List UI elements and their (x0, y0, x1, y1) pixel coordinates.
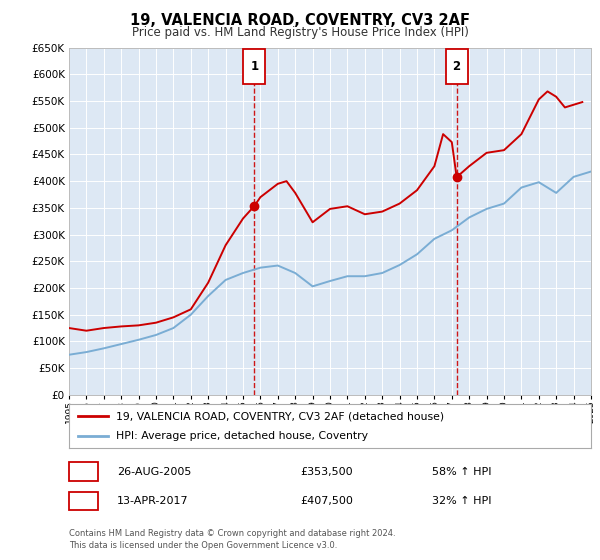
Text: 32% ↑ HPI: 32% ↑ HPI (432, 496, 491, 506)
Text: £407,500: £407,500 (300, 496, 353, 506)
Text: 19, VALENCIA ROAD, COVENTRY, CV3 2AF (detached house): 19, VALENCIA ROAD, COVENTRY, CV3 2AF (de… (116, 411, 444, 421)
Text: 1: 1 (250, 60, 259, 73)
Text: 19, VALENCIA ROAD, COVENTRY, CV3 2AF: 19, VALENCIA ROAD, COVENTRY, CV3 2AF (130, 13, 470, 29)
Text: 26-AUG-2005: 26-AUG-2005 (117, 466, 191, 477)
FancyBboxPatch shape (446, 49, 467, 84)
Text: Price paid vs. HM Land Registry's House Price Index (HPI): Price paid vs. HM Land Registry's House … (131, 26, 469, 39)
Text: Contains HM Land Registry data © Crown copyright and database right 2024.: Contains HM Land Registry data © Crown c… (69, 529, 395, 538)
FancyBboxPatch shape (244, 49, 265, 84)
Text: 2: 2 (452, 60, 461, 73)
Text: £353,500: £353,500 (300, 466, 353, 477)
Text: 2: 2 (79, 494, 88, 508)
Text: 13-APR-2017: 13-APR-2017 (117, 496, 188, 506)
Text: HPI: Average price, detached house, Coventry: HPI: Average price, detached house, Cove… (116, 431, 368, 441)
Text: This data is licensed under the Open Government Licence v3.0.: This data is licensed under the Open Gov… (69, 542, 337, 550)
Text: 58% ↑ HPI: 58% ↑ HPI (432, 466, 491, 477)
Text: 1: 1 (79, 465, 88, 478)
